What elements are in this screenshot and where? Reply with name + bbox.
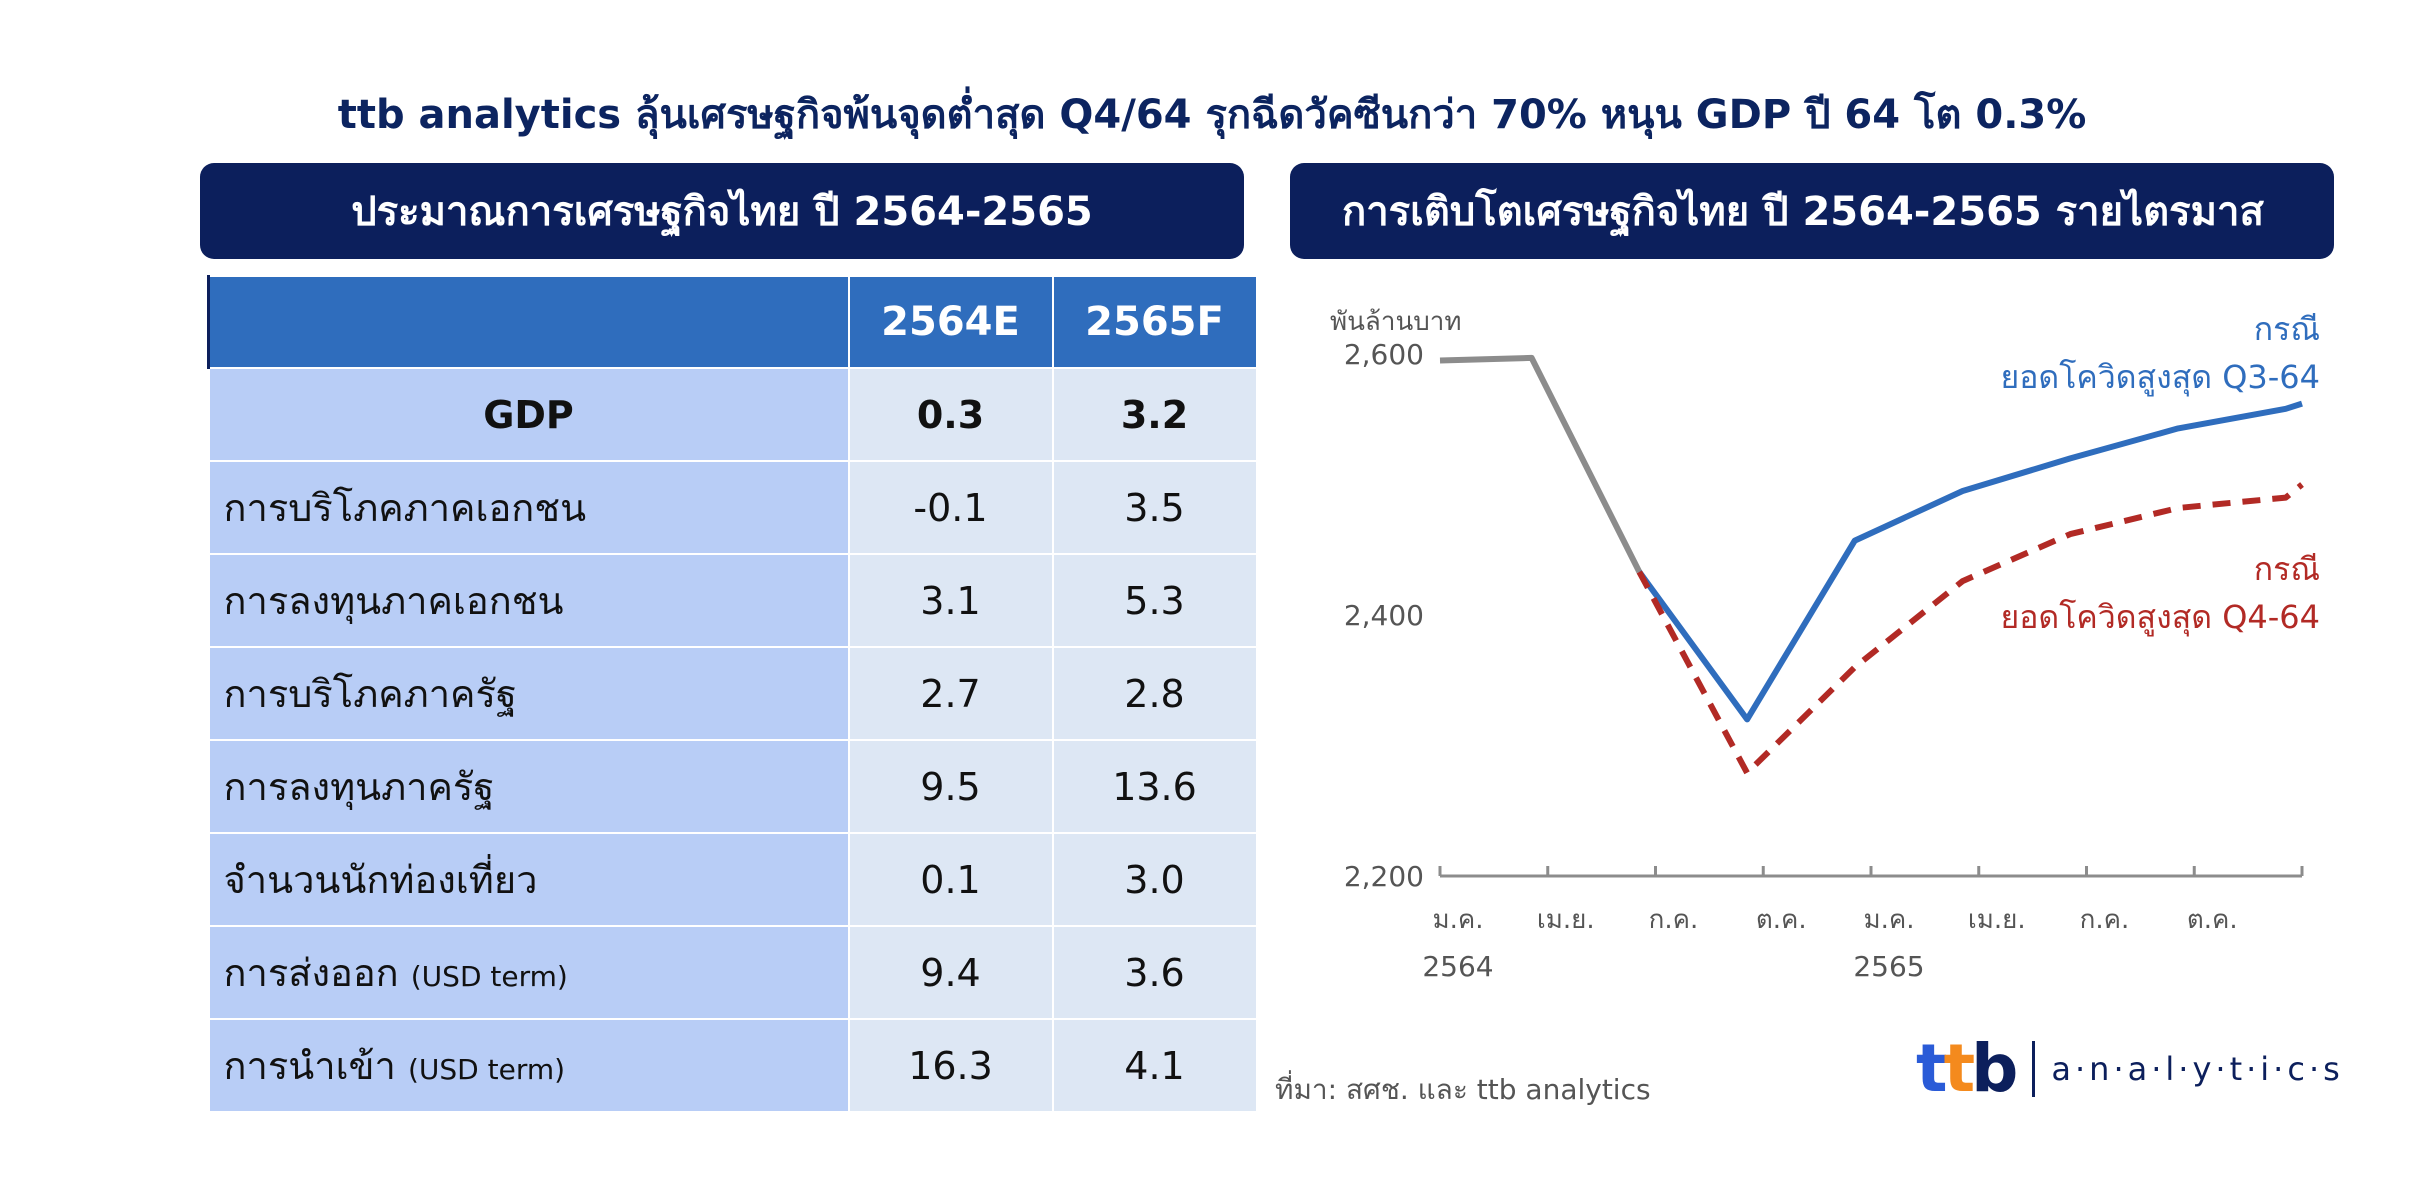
ttb-analytics-logo: ttb a·n·a·l·y·t·i·c·s bbox=[1916, 1030, 2344, 1107]
series-label-1: กรณี bbox=[2254, 310, 2320, 348]
header-blank bbox=[207, 275, 850, 369]
row-label: การลงทุนภาคเอกชน bbox=[207, 553, 850, 648]
row-label-text: การลงทุนภาครัฐ bbox=[223, 765, 495, 809]
cell-v2565: 2.8 bbox=[1051, 646, 1258, 741]
row-label: การบริโภคภาครัฐ bbox=[207, 646, 850, 741]
table-row: การบริโภคภาครัฐ 2.7 2.8 bbox=[207, 646, 1258, 741]
x-tick-label: ม.ค. bbox=[1432, 905, 1483, 935]
x-tick-label: เม.ย. bbox=[1968, 905, 2026, 935]
cell-v2565: 3.6 bbox=[1051, 925, 1258, 1020]
y-axis-label: พันล้านบาท bbox=[1330, 307, 1461, 337]
x-tick-label: เม.ย. bbox=[1537, 905, 1595, 935]
header-2564e: 2564E bbox=[847, 275, 1054, 369]
table-row: การบริโภคภาคเอกชน -0.1 3.5 bbox=[207, 460, 1258, 555]
left-panel-heading: ประมาณการเศรษฐกิจไทย ปี 2564-2565 bbox=[200, 163, 1244, 259]
cell-v2564: 0.3 bbox=[847, 367, 1054, 462]
page-title: ttb analytics ลุ้นเศรษฐกิจพ้นจุดต่ำสุด Q… bbox=[337, 92, 2087, 138]
forecast-table: 2564E 2565F GDP 0.3 3.2 การบริโภคภาคเอกชน -0… bbox=[207, 275, 1258, 1113]
cell-v2564: 9.4 bbox=[847, 925, 1054, 1020]
ttb-logo-mark: ttb bbox=[1916, 1030, 2018, 1107]
row-label-text: การบริโภคภาคเอกชน bbox=[223, 486, 587, 530]
y-tick-label: 2,200 bbox=[1344, 860, 1424, 893]
series-line-2 bbox=[1636, 482, 2304, 776]
x-tick-label: ต.ค. bbox=[1756, 905, 1807, 935]
row-label: การบริโภคภาคเอกชน bbox=[207, 460, 850, 555]
row-label-text: GDP bbox=[483, 392, 574, 437]
y-tick-label: 2,600 bbox=[1344, 338, 1424, 371]
right-panel-heading: การเติบโตเศรษฐกิจไทย ปี 2564-2565 รายไตร… bbox=[1290, 163, 2334, 259]
logo-divider bbox=[2032, 1040, 2036, 1097]
series-label-2: ยอดโควิดสูงสุด Q4-64 bbox=[2000, 598, 2320, 637]
row-label: การลงทุนภาครัฐ bbox=[207, 739, 850, 834]
row-label-text: การนำเข้า bbox=[223, 1044, 396, 1088]
logo-wordmark: a·n·a·l·y·t·i·c·s bbox=[2051, 1049, 2344, 1088]
x-tick-label: ม.ค. bbox=[1863, 905, 1914, 935]
cell-v2564: 0.1 bbox=[847, 832, 1054, 927]
table-row: การนำเข้า (USD term) 16.3 4.1 bbox=[207, 1018, 1258, 1113]
cell-v2565: 5.3 bbox=[1051, 553, 1258, 648]
cell-v2565: 3.5 bbox=[1051, 460, 1258, 555]
source-note: ที่มา: สศช. และ ttb analytics bbox=[1275, 1073, 1651, 1106]
table-row: จำนวนนักท่องเที่ยว 0.1 3.0 bbox=[207, 832, 1258, 927]
row-label-text: จำนวนนักท่องเที่ยว bbox=[223, 858, 538, 902]
cell-v2564: 3.1 bbox=[847, 553, 1054, 648]
table-row: การลงทุนภาครัฐ 9.5 13.6 bbox=[207, 739, 1258, 834]
table-row: การลงทุนภาคเอกชน 3.1 5.3 bbox=[207, 553, 1258, 648]
row-label-note: (USD term) bbox=[410, 960, 568, 993]
x-tick-label: ก.ค. bbox=[2080, 905, 2130, 935]
cell-v2565: 4.1 bbox=[1051, 1018, 1258, 1113]
row-label: จำนวนนักท่องเที่ยว bbox=[207, 832, 850, 927]
cell-v2564: 16.3 bbox=[847, 1018, 1054, 1113]
cell-v2565: 3.0 bbox=[1051, 832, 1258, 927]
x-tick-label: ก.ค. bbox=[1649, 905, 1699, 935]
header-2565f: 2565F bbox=[1051, 275, 1258, 369]
series-label-1: ยอดโควิดสูงสุด Q3-64 bbox=[2000, 358, 2320, 397]
table-row: การส่งออก (USD term) 9.4 3.6 bbox=[207, 925, 1258, 1020]
table-header-row: 2564E 2565F bbox=[207, 275, 1258, 369]
x-tick-label: ต.ค. bbox=[2187, 905, 2238, 935]
cell-v2564: 9.5 bbox=[847, 739, 1054, 834]
row-label-text: การส่งออก bbox=[223, 951, 399, 995]
row-label: GDP bbox=[207, 367, 850, 462]
x-year-label: 2565 bbox=[1853, 950, 1924, 983]
row-label-note: (USD term) bbox=[407, 1053, 566, 1086]
x-year-label: 2564 bbox=[1422, 950, 1493, 983]
table-row: GDP 0.3 3.2 bbox=[207, 367, 1258, 462]
series-label-2: กรณี bbox=[2254, 550, 2320, 588]
row-label: การส่งออก (USD term) bbox=[207, 925, 850, 1020]
series-line-0 bbox=[1439, 354, 1642, 574]
cell-v2564: 2.7 bbox=[847, 646, 1054, 741]
y-tick-label: 2,400 bbox=[1344, 599, 1424, 632]
cell-v2565: 3.2 bbox=[1051, 367, 1258, 462]
cell-v2564: -0.1 bbox=[847, 460, 1054, 555]
quarterly-growth-chart: พันล้านบาท 2,200 2,400 2,600 ม.ค. เม.ย. ก.ค. ต.… bbox=[1330, 307, 2320, 983]
row-label-text: การลงทุนภาคเอกชน bbox=[223, 579, 564, 623]
row-label-text: การบริโภคภาครัฐ bbox=[223, 672, 517, 716]
row-label: การนำเข้า (USD term) bbox=[207, 1018, 850, 1113]
cell-v2565: 13.6 bbox=[1051, 739, 1258, 834]
series-line-1 bbox=[1636, 400, 2303, 723]
